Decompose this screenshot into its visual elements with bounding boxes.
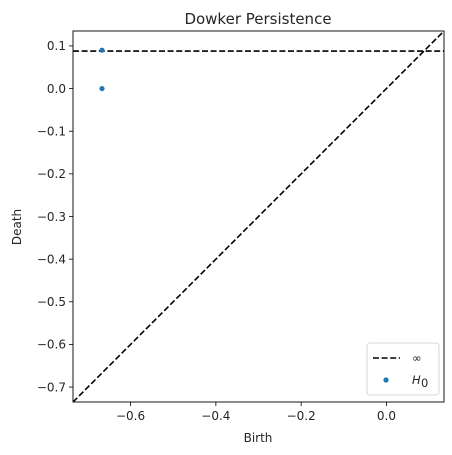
data-point (99, 85, 105, 92)
x-tick-label: 0.0 (377, 409, 396, 423)
y-tick-label: −0.7 (37, 380, 66, 394)
legend-infinity-label: ∞ (412, 351, 422, 365)
y-tick-label: −0.4 (37, 252, 66, 266)
y-tick-label: −0.1 (37, 125, 66, 139)
x-axis-label: Birth (244, 431, 273, 445)
legend-h0-label: H (412, 373, 421, 387)
plot-content (73, 31, 444, 402)
x-tick-label: −0.2 (287, 409, 316, 423)
y-tick-label: −0.5 (37, 295, 66, 309)
legend-h0-marker (383, 377, 389, 383)
y-tick-label: −0.2 (37, 167, 66, 181)
y-tick-label: −0.3 (37, 210, 66, 224)
legend-h0-subscript: 0 (421, 376, 428, 390)
y-tick-label: −0.6 (37, 338, 66, 352)
legend: ∞ H 0 (366, 342, 440, 396)
diagonal-line (73, 31, 444, 402)
x-tick-label: −0.6 (116, 409, 145, 423)
x-tick-label: −0.4 (201, 409, 230, 423)
y-tick-label: 0.0 (47, 82, 66, 96)
chart-title: Dowker Persistence (184, 10, 331, 28)
y-axis-label: Death (10, 209, 24, 245)
axis-ticks: −0.6 −0.4 −0.2 0.0 0.1 0.0 −0.1 −0.2 −0.3 −0.4 −0.… (37, 39, 396, 423)
data-point (99, 47, 105, 53)
y-tick-label: 0.1 (47, 39, 66, 53)
